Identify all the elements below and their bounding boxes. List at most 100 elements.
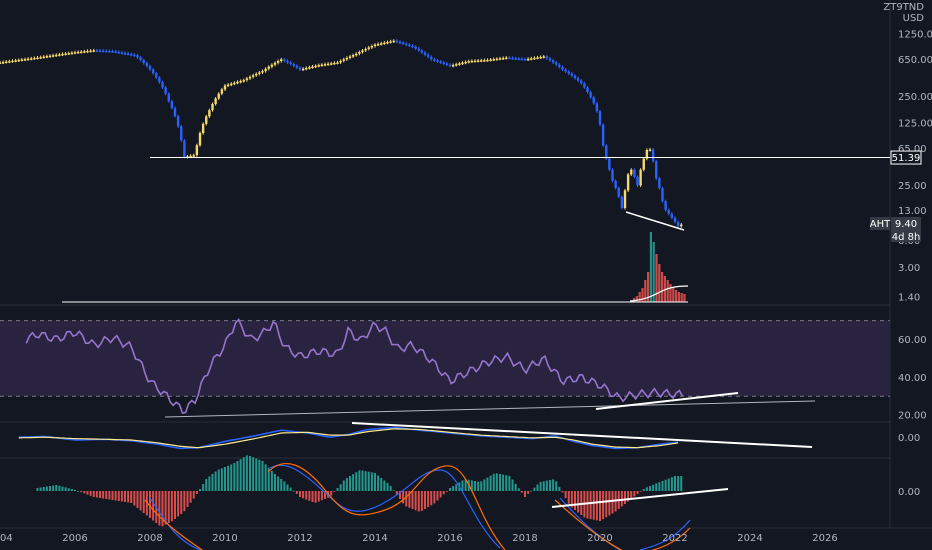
histogram-bar <box>364 471 367 491</box>
macd-signal-line <box>18 428 679 449</box>
candle-body <box>98 50 102 52</box>
symbol-tag: AHT <box>870 219 891 230</box>
histogram-bar <box>195 491 198 494</box>
candle-body <box>576 78 580 81</box>
macd-histogram-pane[interactable]: 0.00 <box>36 455 921 550</box>
candle-body <box>380 43 383 45</box>
histogram-bar <box>367 471 370 491</box>
candle-body <box>642 158 645 170</box>
histogram-bar <box>570 491 573 508</box>
histogram-bar <box>380 478 383 491</box>
histogram-bar <box>274 474 276 491</box>
histogram-bar <box>280 479 283 491</box>
macd-line-pane[interactable]: 0.00 <box>18 422 920 450</box>
candle-body <box>51 55 55 57</box>
histogram-bar <box>405 491 408 507</box>
candle-body <box>605 145 608 159</box>
histogram-bar <box>589 491 592 520</box>
histogram-bar <box>527 491 530 494</box>
rsi-axis-ticks: 60.00 40.00 20.00 <box>898 335 927 422</box>
histogram-bar <box>386 483 389 491</box>
histogram-bar <box>502 474 505 491</box>
candle-body <box>411 45 414 48</box>
candle-body <box>658 178 661 189</box>
countdown-tag: 4d 8h <box>892 232 921 243</box>
price-pane[interactable]: 1250.00 650.00 250.00 125.00 65.00 25.00 13.00… <box>0 30 932 304</box>
histogram-bar <box>164 491 167 525</box>
histogram-bar <box>117 491 120 501</box>
candle-body <box>92 50 95 52</box>
histogram-bar <box>49 486 51 491</box>
histogram-bar <box>567 491 570 504</box>
histogram-divergence-trendline[interactable] <box>551 488 729 508</box>
candle-body <box>292 64 295 66</box>
candle-body <box>645 149 649 159</box>
candle-body <box>5 61 8 64</box>
candle-body <box>417 48 420 51</box>
candle-body <box>489 59 492 62</box>
candle-body <box>264 68 267 72</box>
volume-bar <box>641 288 644 302</box>
candle-body <box>158 77 161 83</box>
macd-divergence-trendline[interactable] <box>351 422 813 448</box>
histogram-bar <box>599 491 601 521</box>
volume-bar <box>663 276 666 302</box>
histogram-bar <box>305 491 308 500</box>
candle-body <box>220 89 224 94</box>
candle-body <box>580 80 583 84</box>
histogram-bar <box>595 491 598 521</box>
candle-body <box>442 62 445 64</box>
candle-body <box>439 61 442 63</box>
histogram-bar <box>383 480 386 491</box>
candle-body <box>330 63 333 65</box>
x-axis-label: 2026 <box>812 533 837 544</box>
rsi-long-trendline[interactable] <box>164 400 816 418</box>
histogram-bar <box>161 491 164 527</box>
candle-body <box>461 62 464 65</box>
candle-body <box>661 188 664 202</box>
candle-body <box>11 60 14 63</box>
candle-body <box>248 76 252 79</box>
candle-body <box>33 57 36 60</box>
candle-body <box>48 55 52 58</box>
histogram-bar <box>36 488 39 491</box>
candle-body <box>151 69 155 74</box>
histogram-bar <box>249 456 251 491</box>
candle-body <box>470 60 474 63</box>
candle-body <box>305 67 308 70</box>
histogram-bar <box>517 488 520 491</box>
histogram-bar <box>99 491 101 498</box>
rsi-pane[interactable]: 60.00 40.00 20.00 <box>0 318 927 422</box>
candle-body <box>598 111 602 125</box>
candle-body <box>326 63 330 66</box>
histogram-bar <box>536 484 539 491</box>
histogram-bar <box>349 476 351 491</box>
histogram-bar <box>442 491 445 495</box>
candle-body <box>311 66 314 68</box>
histogram-bar <box>658 482 661 491</box>
histogram-bar <box>377 475 380 491</box>
histogram-bar <box>320 491 323 501</box>
price-tick-label: 1.40 <box>898 293 920 304</box>
histogram-bar <box>539 481 542 491</box>
candle-body <box>45 56 49 58</box>
histogram-bar <box>252 457 255 491</box>
histogram-bar <box>574 491 576 510</box>
candle-body <box>536 57 539 59</box>
rsi-divergence-trendline[interactable] <box>595 392 739 410</box>
price-tick-label: 650.00 <box>898 55 932 66</box>
histogram-bar <box>524 491 526 497</box>
histogram-bar <box>214 471 217 491</box>
histogram-bar <box>236 461 239 491</box>
candle-body <box>445 63 449 66</box>
histogram-bar <box>352 474 355 491</box>
price-trendline[interactable] <box>625 211 685 231</box>
candle-body <box>386 41 389 44</box>
histogram-bar <box>39 487 42 491</box>
macd-histogram-bars <box>36 455 683 527</box>
histogram-bar <box>255 458 258 491</box>
histogram-bar <box>645 487 648 491</box>
candle-body <box>105 50 108 53</box>
candle-body <box>0 62 2 64</box>
histogram-bar <box>124 491 126 502</box>
